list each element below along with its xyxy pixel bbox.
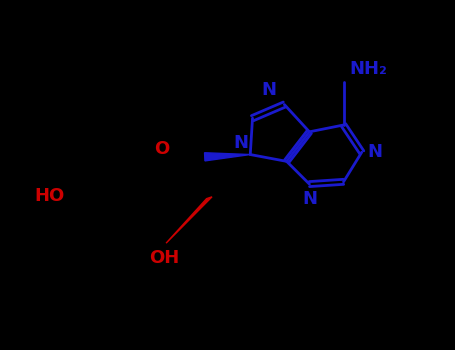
Text: O: O [154, 140, 169, 158]
Text: OH: OH [149, 248, 179, 267]
Polygon shape [205, 153, 250, 161]
Text: HO: HO [35, 187, 65, 205]
Text: N: N [233, 134, 248, 152]
Text: N: N [302, 190, 317, 208]
Text: N: N [367, 143, 382, 161]
Polygon shape [166, 197, 212, 243]
Text: N: N [261, 81, 276, 99]
Text: NH₂: NH₂ [349, 60, 387, 78]
